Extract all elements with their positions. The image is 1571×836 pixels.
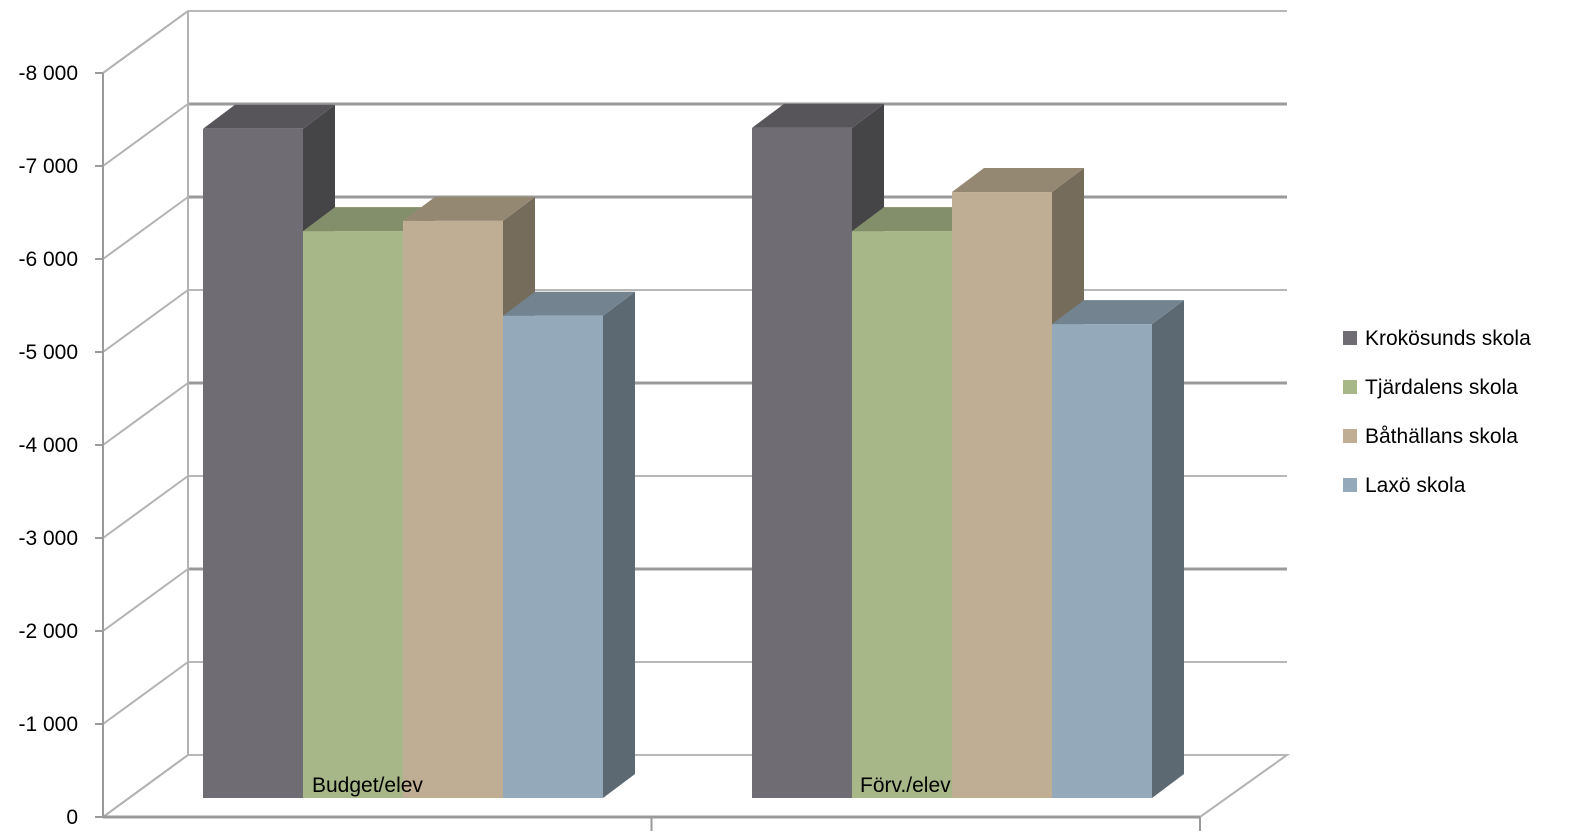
- legend-swatch: [1343, 478, 1357, 492]
- y-tick-label: -5 000: [18, 341, 78, 364]
- bar-side: [603, 291, 635, 798]
- gridline-side: [102, 196, 189, 260]
- bar: [203, 128, 303, 799]
- category-label: Förv./elev: [860, 774, 951, 797]
- y-tick-label: -4 000: [18, 434, 78, 457]
- bar-top: [1052, 300, 1184, 325]
- y-tick-label: -6 000: [18, 248, 78, 271]
- y-tick-label: -1 000: [18, 713, 78, 736]
- bar: [403, 220, 503, 798]
- bar: [852, 231, 952, 799]
- gridline-side: [102, 289, 189, 353]
- gridline-side: [102, 103, 189, 167]
- bar-top: [952, 168, 1084, 193]
- bar-top: [503, 291, 635, 316]
- bar-top: [403, 196, 535, 221]
- side-wall-top-edge: [102, 10, 189, 74]
- legend-swatch: [1343, 380, 1357, 394]
- gridline-side: [102, 475, 189, 539]
- bar: [303, 231, 403, 799]
- bar: [952, 192, 1052, 799]
- axes: 0 -1 000 -2 000 -3 000 -4 000 -5 000 -6 000 -7 …: [18, 62, 1201, 831]
- y-tick-label: -3 000: [18, 527, 78, 550]
- bar-top: [203, 104, 335, 129]
- y-tick-label: -2 000: [18, 620, 78, 643]
- bar: [1052, 324, 1152, 798]
- legend-label: Tjärdalens skola: [1365, 376, 1518, 399]
- legend-label: Laxö skola: [1365, 474, 1466, 497]
- legend-swatch: [1343, 429, 1357, 443]
- legend-label: Krokösunds skola: [1365, 327, 1531, 350]
- y-tick-label: -7 000: [18, 155, 78, 178]
- gridline-side: [102, 568, 189, 632]
- gridline-side: [102, 382, 189, 446]
- gridline-side: [102, 754, 189, 818]
- gridline-side: [102, 661, 189, 725]
- y-tick-label: 0: [66, 806, 78, 829]
- bar: [752, 127, 852, 799]
- bar-top: [852, 207, 984, 232]
- legend: Krokösunds skola Tjärdalens skola Båthälla…: [1343, 327, 1531, 497]
- bars: [203, 103, 1184, 799]
- bar-side: [1152, 300, 1184, 798]
- bar: [503, 315, 603, 798]
- y-tick-label: -8 000: [18, 62, 78, 85]
- bar-top: [752, 103, 884, 128]
- category-label: Budget/elev: [312, 774, 423, 797]
- legend-swatch: [1343, 331, 1357, 345]
- category-labels: Budget/elev Förv./elev: [312, 774, 951, 797]
- bar-top: [303, 207, 435, 232]
- legend-label: Båthällans skola: [1365, 425, 1518, 448]
